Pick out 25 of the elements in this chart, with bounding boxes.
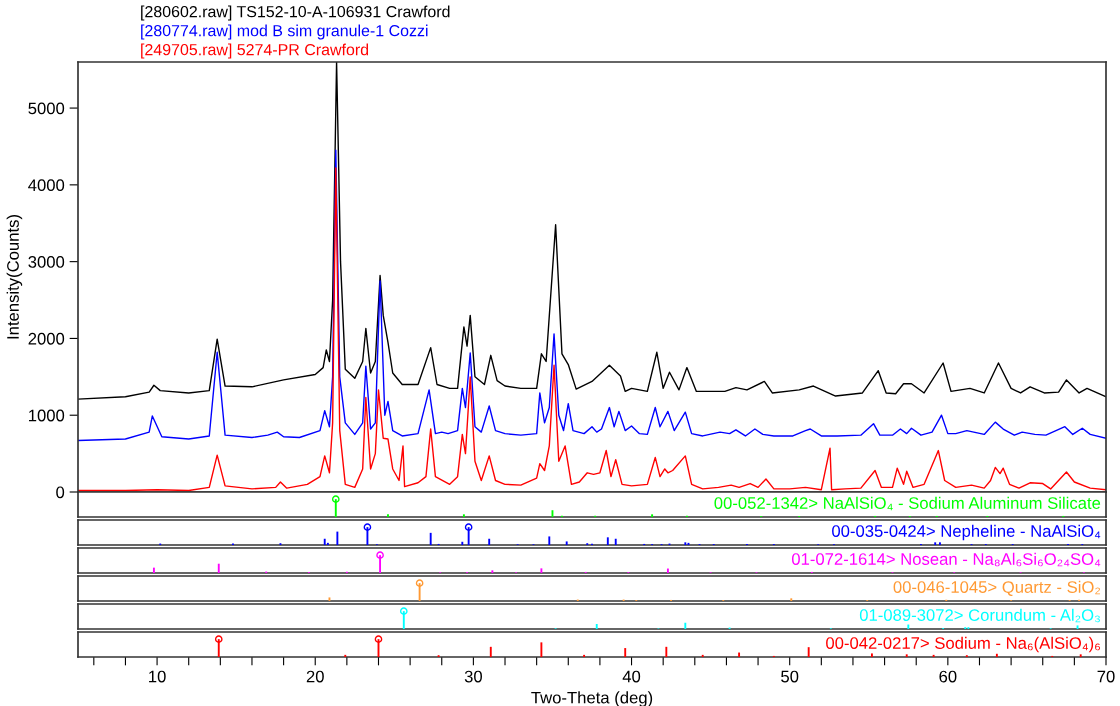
x-axis-title: Two-Theta (deg) xyxy=(531,691,653,706)
x-tick-label: 50 xyxy=(781,670,799,683)
annotation: 00-046-1045> Quartz - SiO₂ xyxy=(893,580,1101,596)
annotation: 00-035-0424> Nepheline - NaAlSiO₄ xyxy=(832,524,1101,541)
text: [280774.raw] mod B sim granule-1 Cozzi xyxy=(141,24,428,40)
x-tick-label: 40 xyxy=(622,670,641,683)
y-tick-label: 5000 xyxy=(28,102,65,115)
annotation: 01-089-3072> Corundum - Al₂O₃ xyxy=(859,608,1100,623)
y-tick-label: 2000 xyxy=(28,332,65,345)
y-tick-label: 4000 xyxy=(28,179,65,192)
x-tick-label: 10 xyxy=(149,670,166,683)
x-tick-label: 20 xyxy=(306,670,324,683)
annotation: 01-072-1614> Nosean - Na₈Al₆Si₆O₂₄SO₄ xyxy=(791,552,1101,567)
text: [280602.raw] TS152-10-A-106931 Crawford xyxy=(141,5,450,21)
line-series xyxy=(78,149,1106,442)
y-tick-label: 3000 xyxy=(28,256,65,268)
x-tick-label: 30 xyxy=(464,670,482,683)
y-tick-label: 0 xyxy=(56,486,65,499)
annotation: 00-052-1342> NaAlSiO₄ - Sodium Aluminum Silicate xyxy=(714,496,1101,511)
x-tick-label: 60 xyxy=(939,670,957,683)
y-tick-label: 1000 xyxy=(29,409,65,422)
y-axis-title: Intensity(Counts) xyxy=(6,215,23,339)
text: [249705.raw] 5274-PR Crawford xyxy=(141,43,369,59)
x-tick-label: 70 xyxy=(1097,670,1115,683)
annotation: 00-042-0217> Sodium - Na₆(AlSiO₄)₆ xyxy=(826,636,1100,653)
